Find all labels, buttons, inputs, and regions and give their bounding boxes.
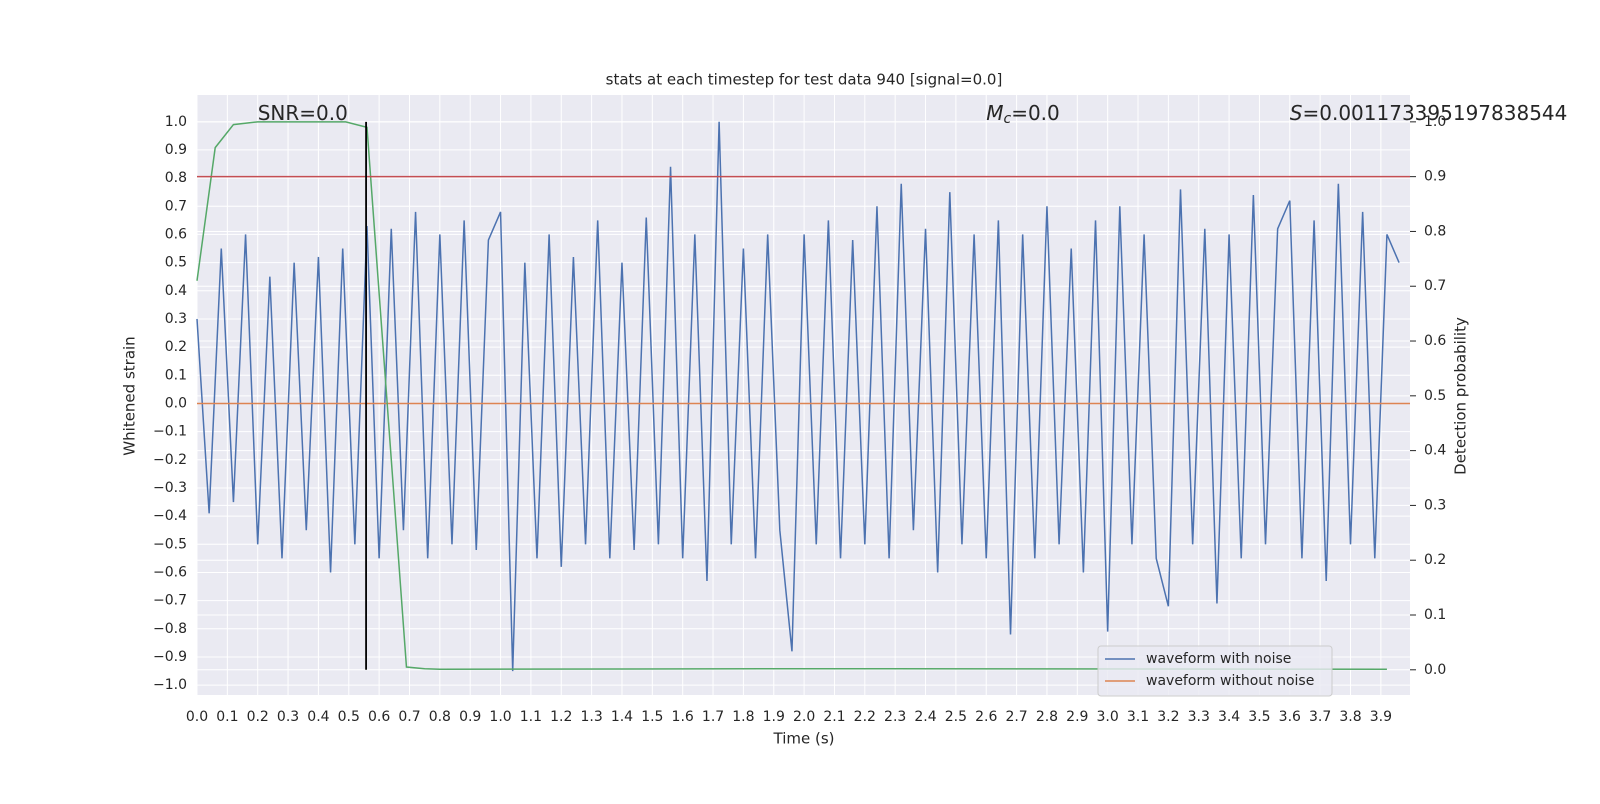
y-tick-label: 0.1 [165,367,187,383]
y-tick-label: 0.8 [165,170,187,186]
x-tick-label: 1.0 [489,709,511,725]
y2-tick-label: 0.9 [1424,169,1446,185]
x-tick-label: 0.8 [429,709,451,725]
x-tick-label: 0.2 [247,709,269,725]
x-tick-label: 1.6 [672,709,694,725]
x-tick-label: 1.2 [550,709,572,725]
y-tick-label: 0.5 [165,255,187,271]
x-tick-label: 1.1 [520,709,542,725]
y-tick-label: −0.5 [153,536,187,552]
y-tick-label: 0.0 [165,395,187,411]
y-tick-label: −0.4 [153,508,187,524]
legend-label: waveform with noise [1146,651,1291,667]
y-tick-label: 0.4 [165,283,187,299]
x-tick-label: 0.5 [338,709,360,725]
y2-tick-label: 0.2 [1424,552,1446,568]
legend-label: waveform without noise [1146,673,1314,689]
x-tick-label: 1.4 [611,709,633,725]
x-tick-label: 3.3 [1188,709,1210,725]
chart-title: stats at each timestep for test data 940… [606,71,1003,89]
x-tick-label: 3.8 [1339,709,1361,725]
y-axis-label: Whitened strain [121,336,139,455]
y-tick-label: −0.3 [153,480,187,496]
x-tick-label: 0.7 [398,709,420,725]
x-tick-label: 2.4 [914,709,936,725]
annotation-label: M [986,101,1003,125]
y-tick-label: −0.1 [153,424,187,440]
annotation: Mc=0.0 [986,101,1060,128]
annotation: SNR=0.0 [258,101,348,125]
x-tick-label: 1.5 [641,709,663,725]
y-tick-label: −0.7 [153,593,187,609]
x-tick-label: 1.8 [732,709,754,725]
y2-tick-label: 0.4 [1424,443,1446,459]
x-tick-label: 3.0 [1097,709,1119,725]
y2-tick-label: 0.1 [1424,607,1446,623]
y2-tick-label: 0.3 [1424,497,1446,513]
series-line [196,121,1400,672]
x-tick-label: 2.2 [854,709,876,725]
x-tick-label: 2.6 [975,709,997,725]
annotation-text: =0.0 [1011,101,1060,125]
x-tick-label: 2.0 [793,709,815,725]
annotation: S=0.001173395197838544 [1290,101,1568,125]
annotation-label: SNR [258,101,300,125]
annotation-label: S [1290,101,1303,125]
x-tick-label: 3.5 [1248,709,1270,725]
y2-tick-label: 0.8 [1424,223,1446,239]
x-tick-label: 2.9 [1066,709,1088,725]
y-tick-label: 0.7 [165,198,187,214]
x-tick-label: 3.4 [1218,709,1240,725]
y2-axis-label: Detection probability [1452,317,1470,475]
probability-line [196,121,1387,671]
x-tick-label: 0.4 [307,709,329,725]
annotation-text: =0.0 [299,101,348,125]
x-tick-label: 2.8 [1036,709,1058,725]
legend-box [1097,645,1333,697]
y2-tick-label: 0.0 [1424,662,1446,678]
y-tick-label: −1.0 [153,677,187,693]
y2-tick-label: 0.5 [1424,388,1446,404]
y-tick-label: 0.3 [165,311,187,327]
x-tick-label: 3.6 [1279,709,1301,725]
x-tick-label: 0.6 [368,709,390,725]
x-tick-label: 2.7 [1005,709,1027,725]
x-tick-label: 0.3 [277,709,299,725]
legend: waveform with noise waveform without nois… [1097,645,1333,697]
y-tick-label: 0.9 [165,142,187,158]
y2-tick-label: 0.6 [1424,333,1446,349]
x-tick-label: 3.7 [1309,709,1331,725]
plot-background [197,95,1410,695]
x-tick-label: 1.3 [580,709,602,725]
y-tick-label: −0.9 [153,649,187,665]
x-tick-label: 1.7 [702,709,724,725]
y-tick-label: −0.2 [153,452,187,468]
y2-tick-label: 0.7 [1424,278,1446,294]
x-tick-label: 2.3 [884,709,906,725]
y-tick-label: 0.6 [165,226,187,242]
x-tick-label: 3.2 [1157,709,1179,725]
x-tick-label: 1.9 [763,709,785,725]
x-tick-label: 3.1 [1127,709,1149,725]
annotation-text: =0.001173395197838544 [1302,101,1567,125]
x-axis-label: Time (s) [773,730,835,748]
annotation-subscript: c [1004,111,1012,127]
x-tick-label: 0.9 [459,709,481,725]
y-tick-label: 0.2 [165,339,187,355]
y-tick-label: 1.0 [165,114,187,130]
x-tick-label: 2.5 [945,709,967,725]
y-tick-label: −0.6 [153,564,187,580]
x-tick-label: 0.1 [216,709,238,725]
x-tick-label: 3.9 [1370,709,1392,725]
x-tick-label: 0.0 [186,709,208,725]
y-tick-label: −0.8 [153,621,187,637]
x-tick-label: 2.1 [823,709,845,725]
y2-tick-label: 1.0 [1424,114,1446,130]
